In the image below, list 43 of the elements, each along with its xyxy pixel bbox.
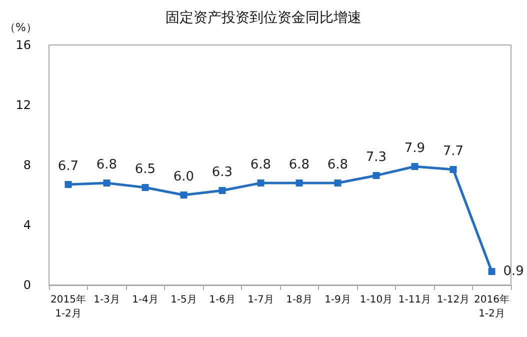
x-tick-label: 1-11月 bbox=[398, 294, 432, 306]
data-label: 7.7 bbox=[442, 144, 464, 159]
point bbox=[218, 187, 226, 194]
x-tick-label: 2016年 1-2月 bbox=[474, 294, 510, 320]
point bbox=[411, 163, 418, 170]
x-tick-label: 1-7月 bbox=[248, 294, 274, 306]
data-label: 0.9 bbox=[503, 264, 524, 279]
point bbox=[103, 180, 110, 186]
data-label: 6.8 bbox=[288, 158, 310, 172]
data-label: 6.7 bbox=[58, 159, 79, 174]
y-tick-label: 0 bbox=[23, 278, 31, 292]
chart-title: 固定资产投资到位资金同比增速 bbox=[166, 10, 362, 26]
x-tick-label: 2015年 1-2月 bbox=[50, 294, 86, 320]
y-tick-label: 16 bbox=[16, 38, 31, 52]
point bbox=[372, 172, 380, 179]
point bbox=[180, 192, 188, 198]
data-label: 6.8 bbox=[327, 158, 348, 172]
point bbox=[296, 180, 303, 186]
point bbox=[142, 184, 149, 191]
x-tick-label: 1-3月 bbox=[94, 294, 120, 306]
x-tick-label: 1-5月 bbox=[170, 294, 197, 306]
data-label: 7.9 bbox=[404, 141, 426, 156]
point bbox=[334, 180, 342, 186]
x-tick-label: 1-12月 bbox=[436, 294, 470, 306]
point bbox=[257, 180, 264, 186]
point bbox=[488, 268, 496, 275]
data-label: 6.5 bbox=[134, 162, 156, 177]
data-label: 6.8 bbox=[96, 158, 118, 172]
data-label: 7.3 bbox=[366, 150, 387, 165]
data-label: 6.0 bbox=[173, 170, 194, 184]
data-label: 6.8 bbox=[250, 158, 272, 172]
point bbox=[450, 166, 457, 173]
x-tick-label: 1-4月 bbox=[132, 294, 158, 306]
x-tick-label: 1-10月 bbox=[360, 294, 393, 306]
y-tick-label: 12 bbox=[16, 98, 31, 112]
x-tick-label: 1-9月 bbox=[324, 294, 351, 306]
x-tick-label: 1-6月 bbox=[209, 294, 236, 306]
y-tick-label: 4 bbox=[23, 218, 31, 232]
point bbox=[64, 181, 72, 188]
y-tick-label: 8 bbox=[23, 158, 31, 172]
x-tick-label: 1-8月 bbox=[286, 294, 312, 306]
data-label: 6.3 bbox=[212, 165, 233, 180]
y-axis-title: （%） bbox=[4, 21, 37, 34]
